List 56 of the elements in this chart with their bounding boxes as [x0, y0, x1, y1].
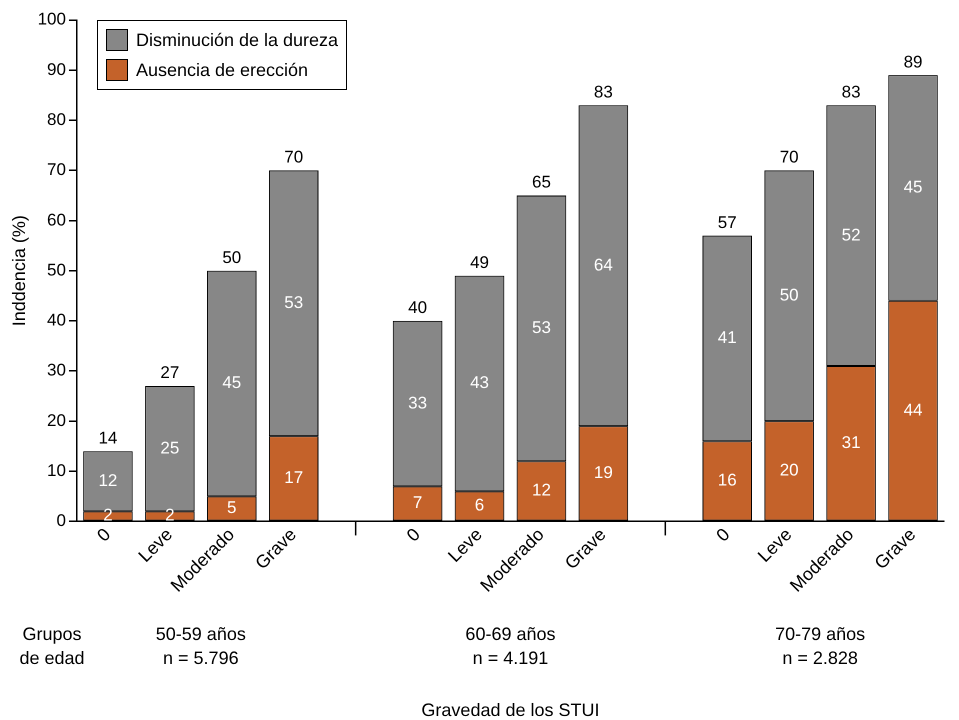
y-tick-label: 100 — [38, 10, 66, 29]
y-tick-label: 0 — [56, 511, 66, 530]
text: 50-59 años n = 5.796 — [156, 623, 246, 670]
data-label: 6 — [474, 496, 484, 515]
data-label: 25 — [160, 438, 180, 458]
data-label: 43 — [470, 373, 489, 392]
text: 70-79 años n = 2.828 — [775, 623, 866, 670]
data-label: 64 — [594, 255, 613, 274]
data-label: 12 — [98, 470, 118, 490]
y-tick-label: 60 — [47, 210, 66, 230]
text: Grupos de edad — [19, 623, 85, 670]
data-label: 7 — [412, 493, 422, 512]
x-tick-label: 0 — [402, 524, 424, 546]
y-tick-label: 10 — [47, 460, 66, 480]
y-tick-label: 50 — [47, 260, 66, 280]
data-label: 16 — [718, 470, 737, 490]
y-axis-title: Inddencia (%) — [8, 215, 29, 326]
data-label: 17 — [284, 468, 304, 488]
data-label: 45 — [904, 178, 922, 197]
total-label: 89 — [904, 52, 922, 72]
data-label: 5 — [227, 498, 237, 518]
data-label: 31 — [842, 433, 861, 452]
y-tick-label: 40 — [47, 310, 66, 330]
y-tick-label: 90 — [47, 60, 66, 79]
legend-label: Ausencia de erección — [136, 60, 308, 80]
data-label: 19 — [594, 463, 613, 482]
data-label: 20 — [780, 460, 799, 480]
total-label: 70 — [284, 148, 304, 167]
total-label: 83 — [842, 82, 861, 102]
data-label: 44 — [904, 400, 922, 420]
data-label: 33 — [408, 393, 428, 412]
data-label: 41 — [718, 328, 737, 348]
legend-label: Disminución de la dureza — [136, 30, 338, 50]
y-tick-label: 30 — [47, 360, 66, 380]
total-label: 27 — [160, 363, 180, 382]
total-label: 40 — [408, 298, 428, 318]
text: Gravedad de los STUI — [421, 699, 600, 720]
total-label: 49 — [470, 252, 489, 272]
total-label: 70 — [780, 148, 799, 167]
x-tick-label: 0 — [712, 524, 734, 546]
x-tick-label: 0 — [93, 524, 114, 546]
total-label: 57 — [718, 212, 737, 232]
total-label: 14 — [98, 428, 118, 448]
data-label: 12 — [532, 480, 551, 500]
y-tick-label: 70 — [47, 160, 66, 180]
total-label: 50 — [222, 248, 242, 267]
total-label: 83 — [594, 82, 613, 102]
total-label: 65 — [532, 172, 551, 192]
data-label: 50 — [780, 285, 799, 304]
data-label: 45 — [222, 373, 242, 392]
y-tick-label: 80 — [47, 110, 66, 129]
text: 60-69 años n = 4.191 — [465, 623, 556, 670]
data-label: 53 — [532, 318, 551, 338]
y-tick-label: 20 — [47, 410, 66, 430]
data-label: 53 — [284, 292, 304, 312]
data-label: 52 — [842, 225, 861, 244]
